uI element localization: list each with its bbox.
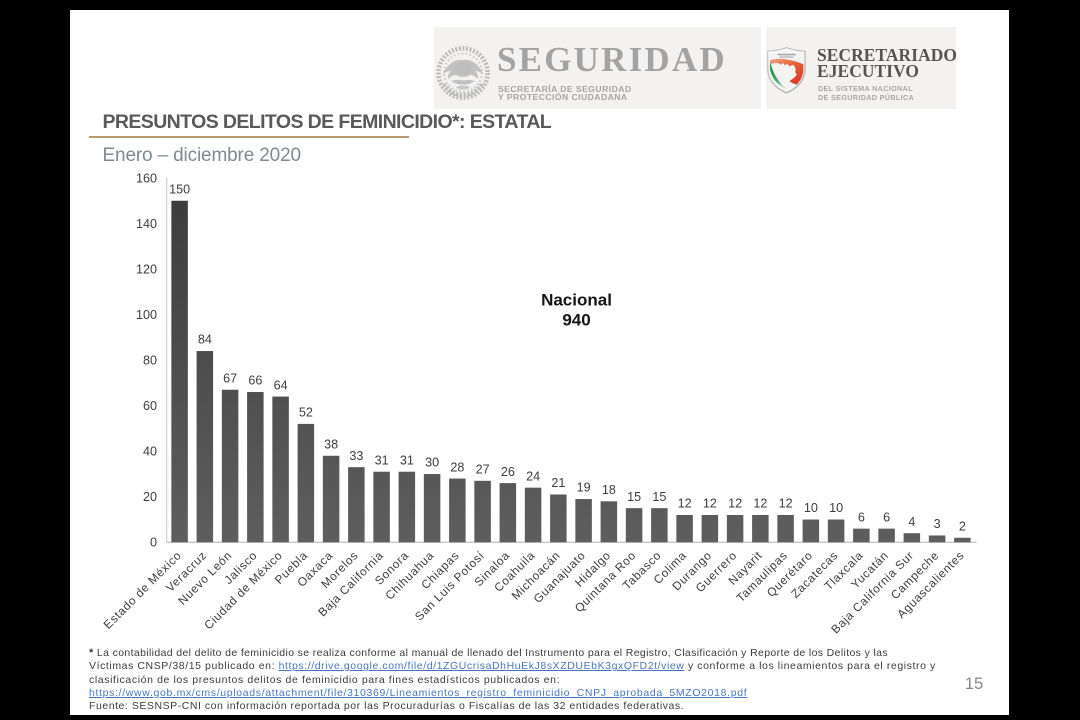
svg-text:140: 140 <box>136 217 157 231</box>
svg-text:66: 66 <box>248 374 262 388</box>
svg-text:12: 12 <box>703 497 717 511</box>
svg-text:64: 64 <box>274 378 288 392</box>
svg-text:Nacional: Nacional <box>541 291 612 310</box>
svg-text:84: 84 <box>198 333 212 347</box>
svg-text:24: 24 <box>526 469 540 483</box>
svg-text:100: 100 <box>136 308 157 322</box>
svg-text:15: 15 <box>627 490 641 504</box>
svg-text:60: 60 <box>143 399 157 413</box>
svg-text:40: 40 <box>143 445 157 459</box>
svg-text:4: 4 <box>908 515 915 529</box>
svg-text:160: 160 <box>136 171 157 185</box>
svg-text:19: 19 <box>577 481 591 495</box>
svg-text:31: 31 <box>400 453 414 467</box>
svg-text:12: 12 <box>779 497 793 511</box>
svg-text:28: 28 <box>450 460 464 474</box>
svg-text:30: 30 <box>425 456 439 470</box>
svg-text:6: 6 <box>858 510 865 524</box>
svg-text:15: 15 <box>652 490 666 504</box>
svg-text:10: 10 <box>829 501 843 515</box>
svg-text:0: 0 <box>150 536 157 550</box>
svg-text:20: 20 <box>143 490 157 504</box>
svg-text:27: 27 <box>476 463 490 477</box>
svg-text:150: 150 <box>169 182 190 196</box>
svg-text:3: 3 <box>934 517 941 531</box>
svg-text:21: 21 <box>551 476 565 490</box>
svg-text:31: 31 <box>375 453 389 467</box>
svg-text:38: 38 <box>324 437 338 451</box>
svg-text:10: 10 <box>804 501 818 515</box>
svg-text:940: 940 <box>562 311 590 330</box>
svg-text:12: 12 <box>753 497 767 511</box>
svg-text:120: 120 <box>136 262 157 276</box>
svg-text:80: 80 <box>143 353 157 367</box>
svg-text:33: 33 <box>349 449 363 463</box>
svg-text:12: 12 <box>728 497 742 511</box>
svg-text:6: 6 <box>883 510 890 524</box>
svg-text:18: 18 <box>602 483 616 497</box>
svg-text:12: 12 <box>678 497 692 511</box>
svg-text:2: 2 <box>959 519 966 533</box>
svg-text:67: 67 <box>223 371 237 385</box>
svg-text:26: 26 <box>501 465 515 479</box>
svg-text:52: 52 <box>299 406 313 420</box>
